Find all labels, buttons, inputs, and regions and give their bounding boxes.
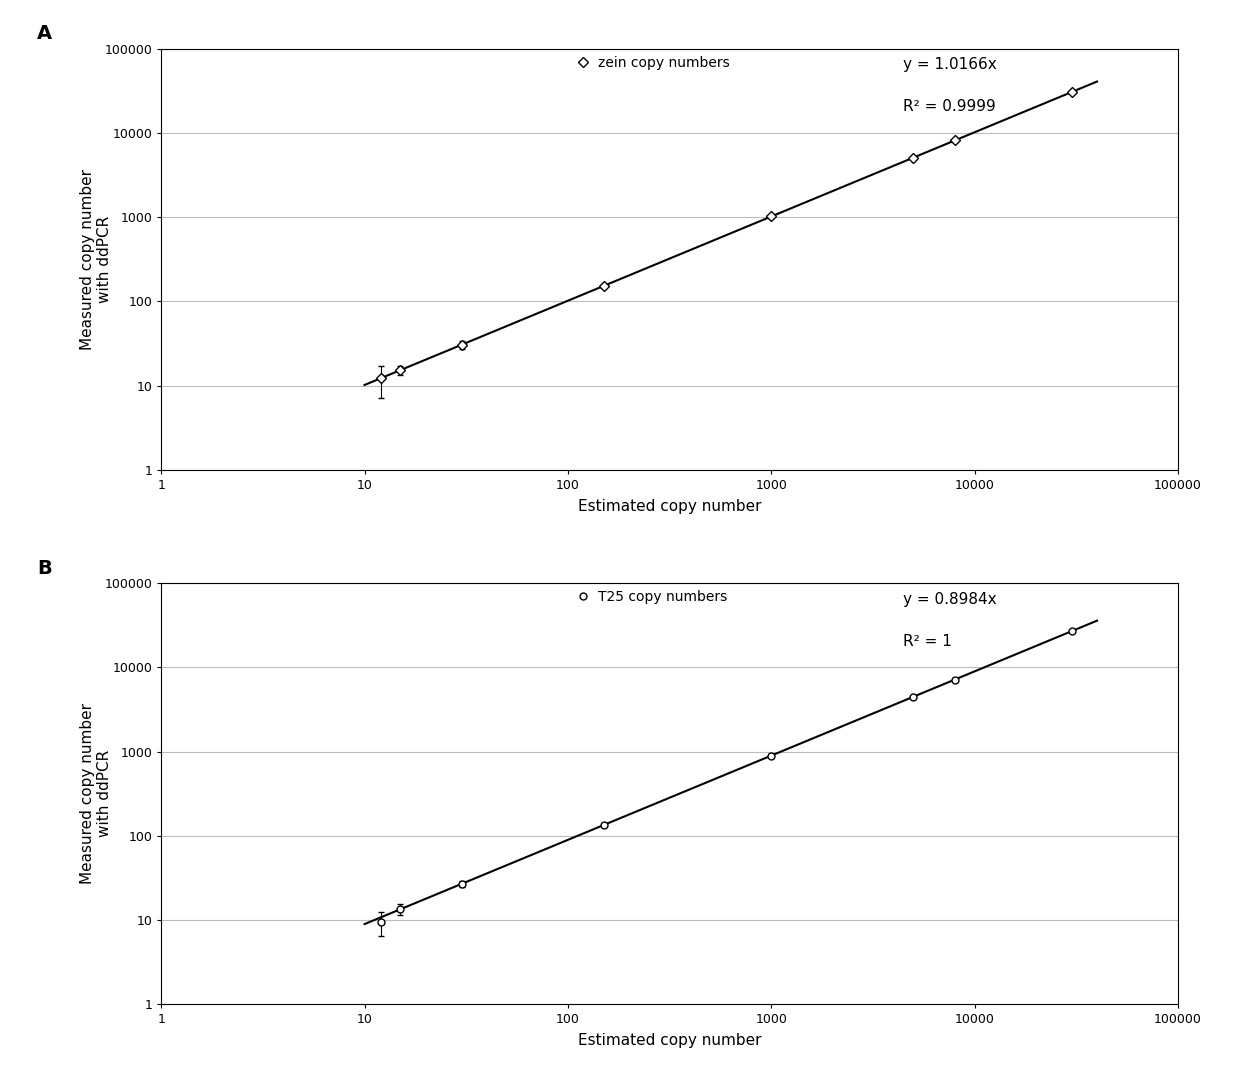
T25 copy numbers <box>373 916 388 929</box>
Legend: T25 copy numbers: T25 copy numbers <box>575 590 728 604</box>
T25 copy numbers <box>596 819 611 832</box>
T25 copy numbers <box>764 750 779 762</box>
T25 copy numbers <box>1064 624 1079 637</box>
X-axis label: Estimated copy number: Estimated copy number <box>578 499 761 514</box>
Text: B: B <box>37 558 52 578</box>
zein copy numbers <box>906 151 921 164</box>
Text: y = 0.8984x: y = 0.8984x <box>904 592 997 607</box>
Y-axis label: Measured copy number
with ddPCR: Measured copy number with ddPCR <box>79 703 112 885</box>
zein copy numbers <box>1064 85 1079 98</box>
zein copy numbers <box>947 134 962 147</box>
T25 copy numbers <box>393 903 408 916</box>
zein copy numbers <box>596 280 611 293</box>
Y-axis label: Measured copy number
with ddPCR: Measured copy number with ddPCR <box>79 168 112 350</box>
zein copy numbers <box>373 372 388 384</box>
zein copy numbers <box>393 364 408 377</box>
Text: A: A <box>37 24 52 43</box>
X-axis label: Estimated copy number: Estimated copy number <box>578 1034 761 1049</box>
zein copy numbers <box>764 210 779 222</box>
Text: y = 1.0166x: y = 1.0166x <box>904 57 997 72</box>
Text: R² = 1: R² = 1 <box>904 634 952 649</box>
Legend: zein copy numbers: zein copy numbers <box>575 55 730 69</box>
T25 copy numbers <box>906 690 921 703</box>
Line: T25 copy numbers: T25 copy numbers <box>377 627 1075 926</box>
T25 copy numbers <box>454 877 469 890</box>
T25 copy numbers <box>947 673 962 686</box>
Line: zein copy numbers: zein copy numbers <box>377 89 1075 381</box>
Text: R² = 0.9999: R² = 0.9999 <box>904 99 996 114</box>
zein copy numbers <box>454 338 469 351</box>
